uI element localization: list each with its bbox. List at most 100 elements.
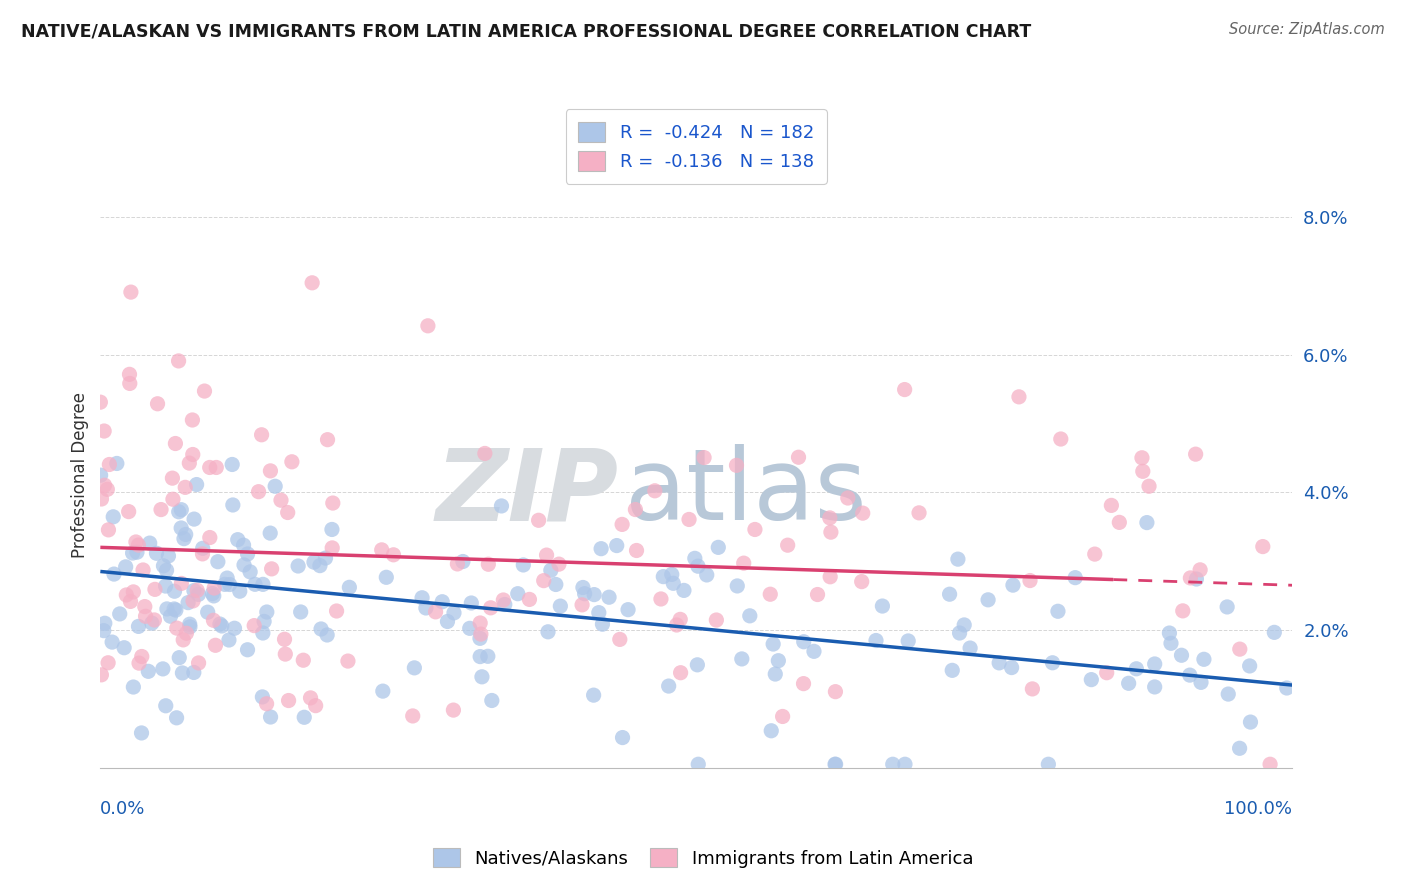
Point bbox=[179, 620, 201, 634]
Point bbox=[167, 505, 190, 519]
Point bbox=[544, 577, 567, 591]
Point bbox=[1042, 656, 1064, 670]
Point bbox=[125, 535, 148, 549]
Point bbox=[872, 599, 894, 613]
Point bbox=[824, 757, 846, 772]
Point bbox=[612, 731, 634, 745]
Point bbox=[686, 657, 709, 672]
Point bbox=[224, 621, 246, 635]
Point bbox=[1001, 660, 1024, 674]
Point bbox=[946, 552, 969, 566]
Point bbox=[127, 538, 149, 552]
Point bbox=[1049, 432, 1071, 446]
Point bbox=[193, 384, 215, 398]
Point bbox=[851, 574, 873, 589]
Point bbox=[772, 709, 794, 723]
Point bbox=[806, 588, 828, 602]
Point bbox=[1143, 680, 1166, 694]
Point bbox=[315, 551, 337, 566]
Point bbox=[98, 458, 121, 472]
Point bbox=[474, 446, 496, 460]
Point bbox=[155, 698, 177, 713]
Point bbox=[167, 354, 190, 368]
Point bbox=[167, 650, 190, 665]
Point bbox=[243, 618, 266, 632]
Point bbox=[588, 606, 610, 620]
Point bbox=[239, 565, 262, 579]
Point bbox=[304, 698, 326, 713]
Point bbox=[744, 523, 766, 537]
Point bbox=[852, 506, 875, 520]
Point bbox=[492, 593, 515, 607]
Point bbox=[322, 496, 344, 510]
Point bbox=[669, 665, 692, 680]
Point bbox=[818, 511, 841, 525]
Point bbox=[443, 606, 465, 620]
Point bbox=[882, 757, 904, 772]
Point bbox=[166, 621, 188, 635]
Point bbox=[1178, 668, 1201, 682]
Point bbox=[232, 538, 254, 552]
Point bbox=[583, 588, 606, 602]
Point bbox=[259, 526, 281, 541]
Point bbox=[277, 506, 299, 520]
Point bbox=[591, 541, 613, 556]
Point bbox=[325, 604, 347, 618]
Point bbox=[661, 567, 683, 582]
Point bbox=[1229, 741, 1251, 756]
Point bbox=[292, 710, 315, 724]
Point bbox=[382, 548, 405, 562]
Point bbox=[370, 542, 392, 557]
Point bbox=[865, 633, 887, 648]
Point bbox=[738, 608, 761, 623]
Point bbox=[93, 478, 115, 492]
Point bbox=[693, 450, 716, 465]
Point bbox=[959, 641, 981, 656]
Point bbox=[101, 635, 124, 649]
Point bbox=[1021, 681, 1043, 696]
Point bbox=[537, 624, 560, 639]
Point bbox=[436, 615, 458, 629]
Point bbox=[458, 621, 481, 635]
Point bbox=[893, 383, 915, 397]
Point bbox=[236, 642, 259, 657]
Point bbox=[550, 599, 572, 613]
Point bbox=[425, 605, 447, 619]
Point bbox=[146, 397, 169, 411]
Point bbox=[274, 647, 297, 661]
Point bbox=[571, 598, 593, 612]
Point bbox=[644, 483, 666, 498]
Point bbox=[725, 458, 748, 473]
Point bbox=[626, 543, 648, 558]
Point bbox=[214, 577, 236, 591]
Point bbox=[669, 612, 692, 626]
Point bbox=[375, 570, 398, 584]
Point bbox=[247, 484, 270, 499]
Point bbox=[183, 512, 205, 526]
Point bbox=[172, 665, 194, 680]
Point bbox=[114, 559, 136, 574]
Point bbox=[128, 619, 150, 633]
Point bbox=[725, 579, 748, 593]
Point bbox=[217, 571, 239, 585]
Point bbox=[432, 595, 454, 609]
Point bbox=[1216, 599, 1239, 614]
Point bbox=[103, 567, 125, 582]
Point bbox=[94, 616, 117, 631]
Point bbox=[121, 546, 143, 560]
Point bbox=[252, 626, 274, 640]
Point bbox=[191, 547, 214, 561]
Point bbox=[181, 448, 204, 462]
Point bbox=[1143, 657, 1166, 671]
Point bbox=[1137, 479, 1160, 493]
Text: 0.0%: 0.0% bbox=[100, 800, 146, 818]
Point bbox=[222, 498, 245, 512]
Point bbox=[163, 584, 186, 599]
Point bbox=[292, 653, 315, 667]
Point bbox=[908, 506, 931, 520]
Point bbox=[953, 618, 976, 632]
Point bbox=[662, 576, 685, 591]
Text: 100.0%: 100.0% bbox=[1225, 800, 1292, 818]
Point bbox=[132, 563, 155, 577]
Point bbox=[202, 581, 225, 595]
